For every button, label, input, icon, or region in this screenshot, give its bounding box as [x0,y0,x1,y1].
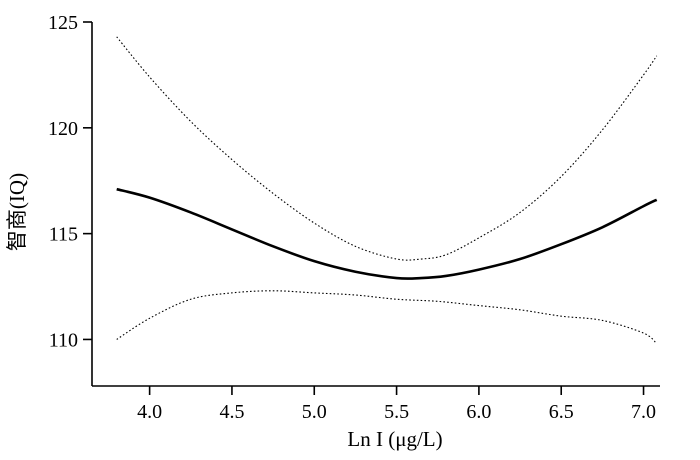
y-tick-label: 120 [48,118,78,140]
y-tick-label: 115 [49,224,78,246]
x-tick-label: 6.5 [549,401,574,423]
x-tick-label: 4.0 [137,401,162,423]
x-tick-label: 5.5 [384,401,409,423]
series-group [116,36,658,345]
y-tick-label: 110 [49,329,78,351]
y-axis-label: 智商(IQ) [5,173,29,251]
x-tick-label: 4.5 [219,401,244,423]
axes: 110 115 120 125 4.0 4.5 5.0 5.5 6.0 6.5 7.0 [48,12,660,423]
x-tick-label: 5.0 [302,401,327,423]
series-line-upper-ci [116,36,658,261]
x-tick-label: 6.0 [466,401,491,423]
y-tick-label: 125 [48,12,78,34]
series-line-lower-ci [116,290,658,345]
series-line-estimate [116,187,658,280]
x-axis-label: Ln I (μg/L) [347,427,442,451]
x-tick-label: 7.0 [631,401,656,423]
